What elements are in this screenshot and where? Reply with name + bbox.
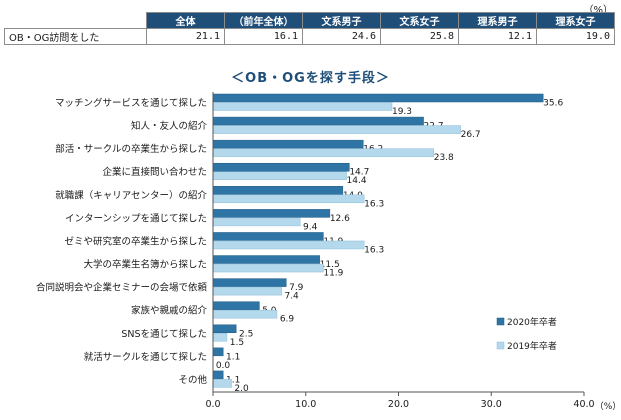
legend-swatch [496, 317, 505, 326]
summary-header-cell: 全体 [146, 12, 225, 29]
category-label: 部活・サークルの卒業生から探した [55, 143, 207, 155]
data-label: 11.9 [323, 269, 343, 279]
x-unit-label: （%） [595, 401, 621, 412]
data-label: 7.9 [289, 283, 304, 293]
category-label: その他 [178, 374, 207, 386]
bar-2019 [212, 148, 434, 157]
bar-2019 [212, 240, 365, 250]
data-label: 9.4 [303, 222, 318, 232]
data-label: 14.7 [349, 168, 369, 178]
bar-2020 [212, 324, 237, 334]
bar-2019 [212, 171, 347, 180]
bar-2019 [212, 217, 301, 227]
legend-label: 2019年卒者 [507, 340, 557, 352]
summary-corner-cell [4, 12, 147, 29]
category-label: 合同説明会や企業セミナーの会場で依頼 [36, 282, 208, 294]
data-label: 6.9 [280, 315, 295, 325]
unit-label: （%） [583, 5, 613, 16]
data-label: 1.1 [226, 352, 240, 362]
bar-2019 [212, 263, 324, 273]
bar-2019 [212, 309, 278, 319]
bar-2020 [212, 255, 320, 264]
data-label: 2.5 [239, 329, 253, 339]
bar-2019 [212, 125, 461, 134]
x-tick-label: 20.0 [388, 399, 409, 410]
data-label: 35.6 [543, 99, 563, 109]
chart-title: ＜OB・OGを探す手段＞ [231, 71, 390, 86]
category-label: 就職課（キャリアセンター）の紹介 [55, 189, 207, 201]
category-label: マッチングサービスを通じて探した [55, 97, 207, 109]
data-label: 19.3 [392, 107, 412, 117]
bar-2019 [212, 286, 282, 296]
bar-2020 [212, 93, 544, 103]
data-label: 1.5 [230, 338, 244, 348]
bar-2020 [212, 347, 224, 357]
data-label: 12.6 [330, 214, 350, 224]
summary-table: 全体 （前年全体） 文系男子 文系女子 理系男子 理系女子 OB・OG訪問をした… [4, 12, 615, 45]
data-label: 11.5 [320, 260, 340, 270]
category-label: 就活サークルを通じて探した [84, 351, 207, 363]
data-label: 7.4 [284, 292, 299, 302]
summary-cell: 25.8 [380, 28, 459, 45]
bar-2019 [212, 102, 393, 111]
data-label: 23.8 [434, 153, 454, 163]
bar-2019 [212, 333, 228, 342]
bar-2020 [212, 116, 424, 126]
category-label: 知人・友人の紹介 [131, 120, 208, 132]
category-label: 大学の卒業生名簿から探した [83, 259, 207, 271]
summary-data-row: OB・OG訪問をした 21.1 16.1 24.6 25.8 12.1 19.0 [4, 28, 615, 45]
x-tick-label: 30.0 [481, 399, 502, 410]
bar-2020 [212, 186, 344, 195]
category-label: SNSを通じて探した [121, 328, 207, 340]
bar-2020 [212, 139, 364, 149]
x-tick-label: 40.0 [573, 399, 594, 410]
bar-2020 [212, 162, 350, 172]
category-label: 家族や親戚の紹介 [131, 305, 208, 317]
summary-header-cell: 文系女子 [380, 12, 459, 29]
category-label: 企業に直接問い合わせた [102, 166, 207, 178]
summary-cell: 19.0 [536, 28, 615, 45]
bar-2020 [212, 232, 324, 241]
x-tick-label: 10.0 [295, 399, 316, 410]
data-label: 14.4 [347, 176, 367, 186]
bar-2020 [212, 209, 331, 218]
bar-2019 [212, 379, 232, 388]
category-label: インターンシップを通じて探した [65, 212, 207, 224]
x-tick-label: 0.0 [205, 399, 220, 410]
data-label: 2.0 [234, 384, 249, 394]
data-label: 0.0 [216, 361, 231, 371]
bar-2019 [212, 194, 365, 204]
data-label: 1.1 [226, 375, 240, 385]
data-label: 16.3 [364, 245, 384, 255]
data-label: 26.7 [461, 130, 481, 140]
bar-2020 [212, 301, 260, 310]
bar-2020 [212, 278, 287, 287]
category-label: ゼミや研究室の卒業生から探した [64, 235, 207, 247]
legend-swatch [496, 341, 505, 350]
data-label: 16.3 [364, 199, 384, 209]
legend-label: 2020年卒者 [507, 316, 557, 328]
summary-header-cell: 理系男子 [458, 12, 537, 29]
bar-2020 [212, 370, 224, 380]
